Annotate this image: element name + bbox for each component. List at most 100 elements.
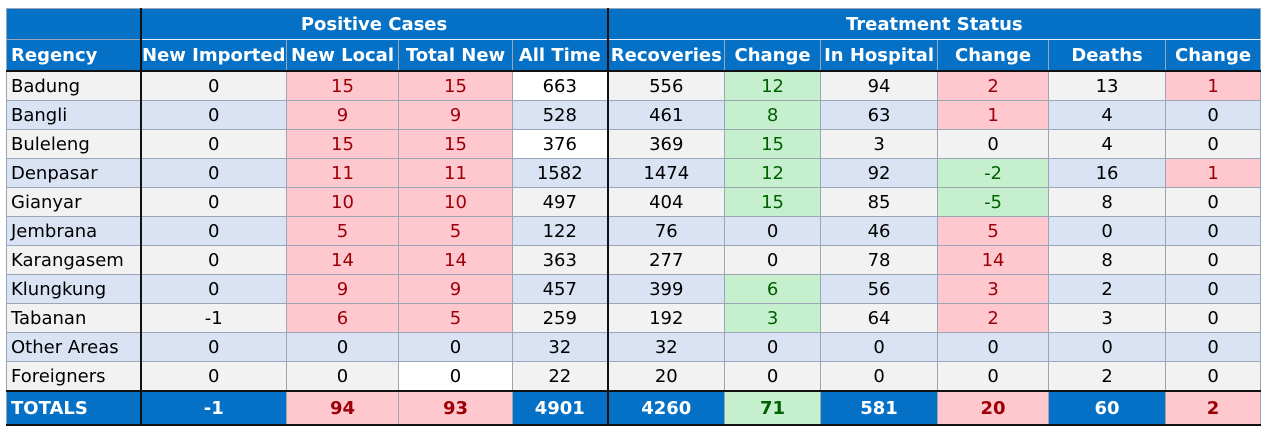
cell-hospital-change: 3 [937,274,1050,304]
cell-new-imported: 0 [139,361,287,392]
cell-regency: Karangasem [6,245,141,275]
cell-recoveries-change: 3 [724,303,822,333]
group-header-row: Positive Cases Treatment Status [6,8,1262,40]
table-row: Badung 0 15 15 663 556 12 94 2 13 1 [6,70,1262,101]
column-header-hospital-change: Change [937,39,1050,72]
cell-new-local: 5 [286,216,399,246]
column-header-recoveries: Recoveries [607,39,726,72]
table-row: Klungkung 0 9 9 457 399 6 56 3 2 0 [6,274,1262,304]
cell-deaths-change: 0 [1165,129,1262,159]
cell-regency: Jembrana [6,216,141,246]
cell-deaths-change: 0 [1165,303,1262,333]
total-new-imported: -1 [139,390,287,426]
total-total-new: 93 [398,390,513,426]
cell-deaths: 8 [1048,187,1167,217]
cell-all-time: 122 [511,216,609,246]
table-row: Foreigners 0 0 0 22 20 0 0 0 2 0 [6,361,1262,392]
cell-all-time: 457 [511,274,609,304]
cell-deaths: 2 [1048,274,1167,304]
cell-deaths: 3 [1048,303,1167,333]
cell-new-imported: 0 [139,245,287,275]
total-hospital-change: 20 [937,390,1050,426]
cell-in-hospital: 85 [820,187,939,217]
cell-total-new: 11 [398,158,513,188]
cell-deaths-change: 0 [1165,332,1262,362]
column-header-recoveries-change: Change [724,39,822,72]
cell-new-imported: 0 [139,70,287,101]
column-header-regency: Regency [6,39,141,72]
column-header-in-hospital: In Hospital [820,39,939,72]
cell-regency: Gianyar [6,187,141,217]
cell-recoveries-change: 15 [724,187,822,217]
cell-total-new: 9 [398,274,513,304]
cell-recoveries: 277 [607,245,726,275]
cell-new-local: 6 [286,303,399,333]
cell-regency: Buleleng [6,129,141,159]
cell-in-hospital: 46 [820,216,939,246]
covid-table: Positive Cases Treatment Status Regency … [6,8,1262,426]
cell-deaths: 8 [1048,245,1167,275]
cell-in-hospital: 3 [820,129,939,159]
column-header-deaths-change: Change [1165,39,1262,72]
cell-recoveries-change: 8 [724,100,822,130]
blank-header-cell [6,8,141,40]
cell-new-local: 15 [286,129,399,159]
table-row: Tabanan -1 6 5 259 192 3 64 2 3 0 [6,303,1262,333]
column-header-row: Regency New Imported New Local Total New… [6,39,1262,72]
table-body: Badung 0 15 15 663 556 12 94 2 13 1 Bangli 0 9 9 528 461… [6,70,1262,426]
cell-new-local: 9 [286,274,399,304]
cell-deaths: 0 [1048,332,1167,362]
cell-new-imported: 0 [139,274,287,304]
cell-deaths-change: 0 [1165,216,1262,246]
cell-recoveries: 32 [607,332,726,362]
cell-in-hospital: 94 [820,70,939,101]
cell-recoveries: 404 [607,187,726,217]
cell-all-time: 32 [511,332,609,362]
column-header-all-time: All Time [511,39,609,72]
cell-deaths: 13 [1048,70,1167,101]
table-row: Jembrana 0 5 5 122 76 0 46 5 0 0 [6,216,1262,246]
cell-deaths: 2 [1048,361,1167,392]
cell-deaths-change: 1 [1165,158,1262,188]
cell-deaths: 0 [1048,216,1167,246]
cell-recoveries: 76 [607,216,726,246]
cell-hospital-change: 0 [937,332,1050,362]
cell-total-new: 0 [398,332,513,362]
cell-recoveries-change: 0 [724,216,822,246]
cell-hospital-change: 5 [937,216,1050,246]
cell-all-time: 528 [511,100,609,130]
cell-new-local: 9 [286,100,399,130]
cell-recoveries-change: 0 [724,332,822,362]
cell-deaths: 4 [1048,100,1167,130]
column-header-deaths: Deaths [1048,39,1167,72]
cell-all-time: 497 [511,187,609,217]
cell-new-imported: -1 [139,303,287,333]
cell-total-new: 5 [398,216,513,246]
cell-deaths: 16 [1048,158,1167,188]
cell-hospital-change: -2 [937,158,1050,188]
cell-in-hospital: 78 [820,245,939,275]
cell-in-hospital: 63 [820,100,939,130]
table-row: Buleleng 0 15 15 376 369 15 3 0 4 0 [6,129,1262,159]
cell-recoveries-change: 0 [724,361,822,392]
cell-regency: Badung [6,70,141,101]
cell-hospital-change: 2 [937,303,1050,333]
cell-hospital-change: 1 [937,100,1050,130]
cell-regency: Other Areas [6,332,141,362]
total-in-hospital: 581 [820,390,939,426]
cell-deaths-change: 0 [1165,100,1262,130]
table-row: Gianyar 0 10 10 497 404 15 85 -5 8 0 [6,187,1262,217]
cell-recoveries: 556 [607,70,726,101]
cell-all-time: 663 [511,70,609,101]
total-recoveries-change: 71 [724,390,822,426]
cell-regency: Klungkung [6,274,141,304]
cell-deaths-change: 0 [1165,274,1262,304]
cell-deaths-change: 0 [1165,361,1262,392]
cell-new-local: 0 [286,332,399,362]
cell-recoveries-change: 12 [724,70,822,101]
cell-regency: Denpasar [6,158,141,188]
cell-recoveries: 192 [607,303,726,333]
total-regency: TOTALS [6,390,141,426]
cell-new-imported: 0 [139,187,287,217]
cell-in-hospital: 0 [820,361,939,392]
